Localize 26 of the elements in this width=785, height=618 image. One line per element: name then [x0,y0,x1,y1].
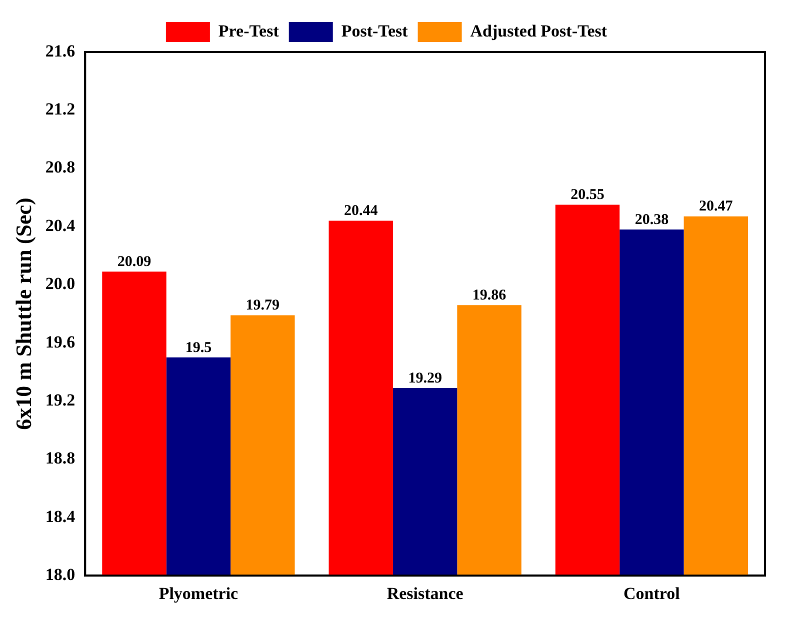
data-label: 19.5 [185,340,212,356]
data-label: 20.09 [117,254,152,270]
data-label: 20.44 [344,203,378,220]
y-tick-label: 21.6 [45,41,76,60]
y-tick-label: 18.8 [45,448,76,468]
data-label: 20.38 [634,212,669,228]
legend-label: Adjusted Post-Test [470,21,608,40]
data-label: 19.29 [408,370,442,386]
x-tick-label: Control [624,584,680,604]
y-tick-label: 19.2 [45,390,76,410]
y-axis-title: 6x10 m Shuttle run (Sec) [10,198,36,430]
y-tick-label: 18.4 [45,506,76,526]
x-tick-label: Resistance [386,584,464,604]
y-tick-label: 20.0 [45,274,76,294]
data-label: 20.55 [570,187,604,204]
y-tick-label: 18.0 [45,564,76,584]
y-tick-label: 20.4 [45,216,76,235]
x-tick-label: Plyometric [158,584,239,604]
data-label: 20.47 [699,198,734,215]
legend-label: Post-Test [341,21,408,40]
data-label: 19.79 [246,298,280,314]
y-tick-label: 19.6 [45,332,76,352]
y-tick-label: 21.2 [45,100,76,119]
data-label: 19.86 [472,287,507,304]
legend-label: Pre-Test [218,21,280,40]
y-tick-label: 20.8 [45,158,76,177]
